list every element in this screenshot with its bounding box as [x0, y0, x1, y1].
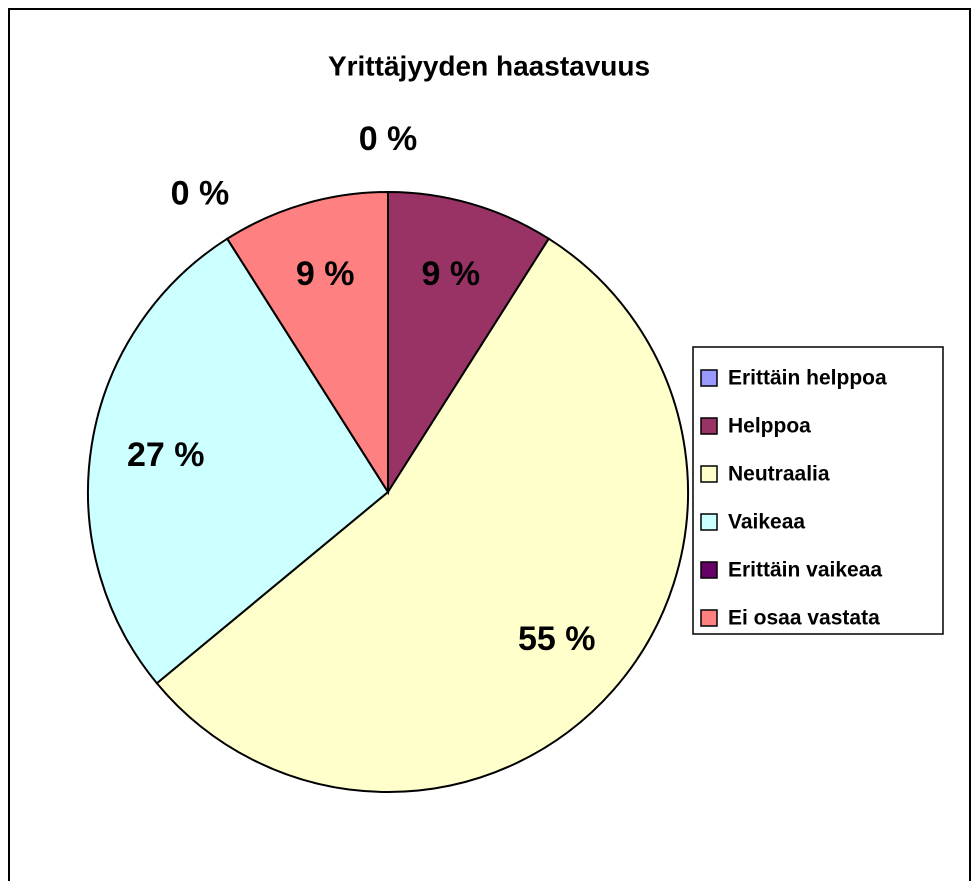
data-label: 0 %	[359, 120, 418, 158]
data-label: 0 %	[171, 175, 230, 213]
legend-swatch	[700, 561, 718, 579]
legend-swatch	[700, 609, 718, 627]
legend-swatch	[700, 513, 718, 531]
pie-slice	[387, 190, 551, 496]
pie-slice	[155, 237, 689, 793]
legend-swatch	[700, 465, 718, 483]
data-label: 27 %	[127, 436, 205, 474]
data-label: 9 %	[421, 255, 480, 293]
chart-title: Yrittäjyyden haastavuus	[328, 50, 650, 81]
legend-swatch	[700, 417, 718, 435]
legend-label: Erittäin helppoa	[728, 367, 887, 390]
legend-box	[692, 346, 944, 635]
legend-label: Erittäin vaikeaa	[728, 559, 882, 582]
pie-slice	[87, 237, 390, 685]
data-label: 9 %	[296, 255, 355, 293]
legend-swatch	[700, 369, 718, 387]
legend-label: Neutraalia	[728, 463, 830, 486]
legend-label: Vaikeaa	[728, 511, 805, 534]
pie-slice	[225, 190, 389, 496]
legend-label: Helppoa	[728, 415, 811, 438]
legend-label: Ei osaa vastata	[728, 607, 880, 630]
data-label: 55 %	[518, 620, 596, 658]
